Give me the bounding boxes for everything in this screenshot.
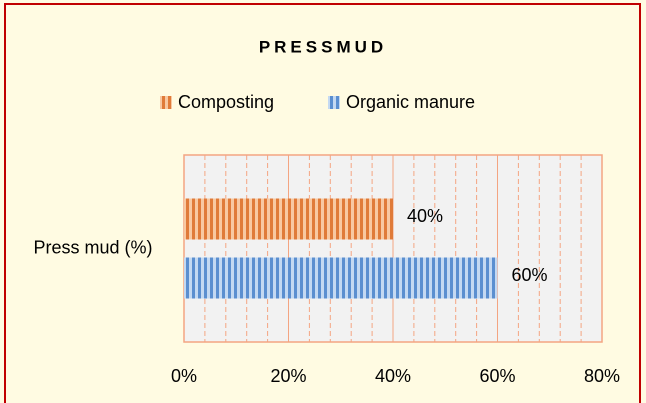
bar — [184, 257, 498, 299]
x-tick-label: 20% — [270, 366, 306, 386]
legend-label: Organic manure — [346, 92, 475, 112]
chart-border — [4, 3, 641, 403]
data-label: 40% — [407, 206, 443, 226]
bar — [184, 198, 393, 240]
x-tick-label: 60% — [479, 366, 515, 386]
x-tick-label: 80% — [584, 366, 620, 386]
legend-label: Composting — [178, 92, 274, 112]
legend-swatch — [328, 96, 340, 109]
x-tick-label: 0% — [171, 366, 197, 386]
legend-swatch — [160, 96, 172, 109]
y-tick-label: Press mud (%) — [33, 237, 152, 257]
data-label: 60% — [512, 265, 548, 285]
chart-title: PRESSMUD — [259, 37, 387, 56]
x-tick-label: 40% — [375, 366, 411, 386]
